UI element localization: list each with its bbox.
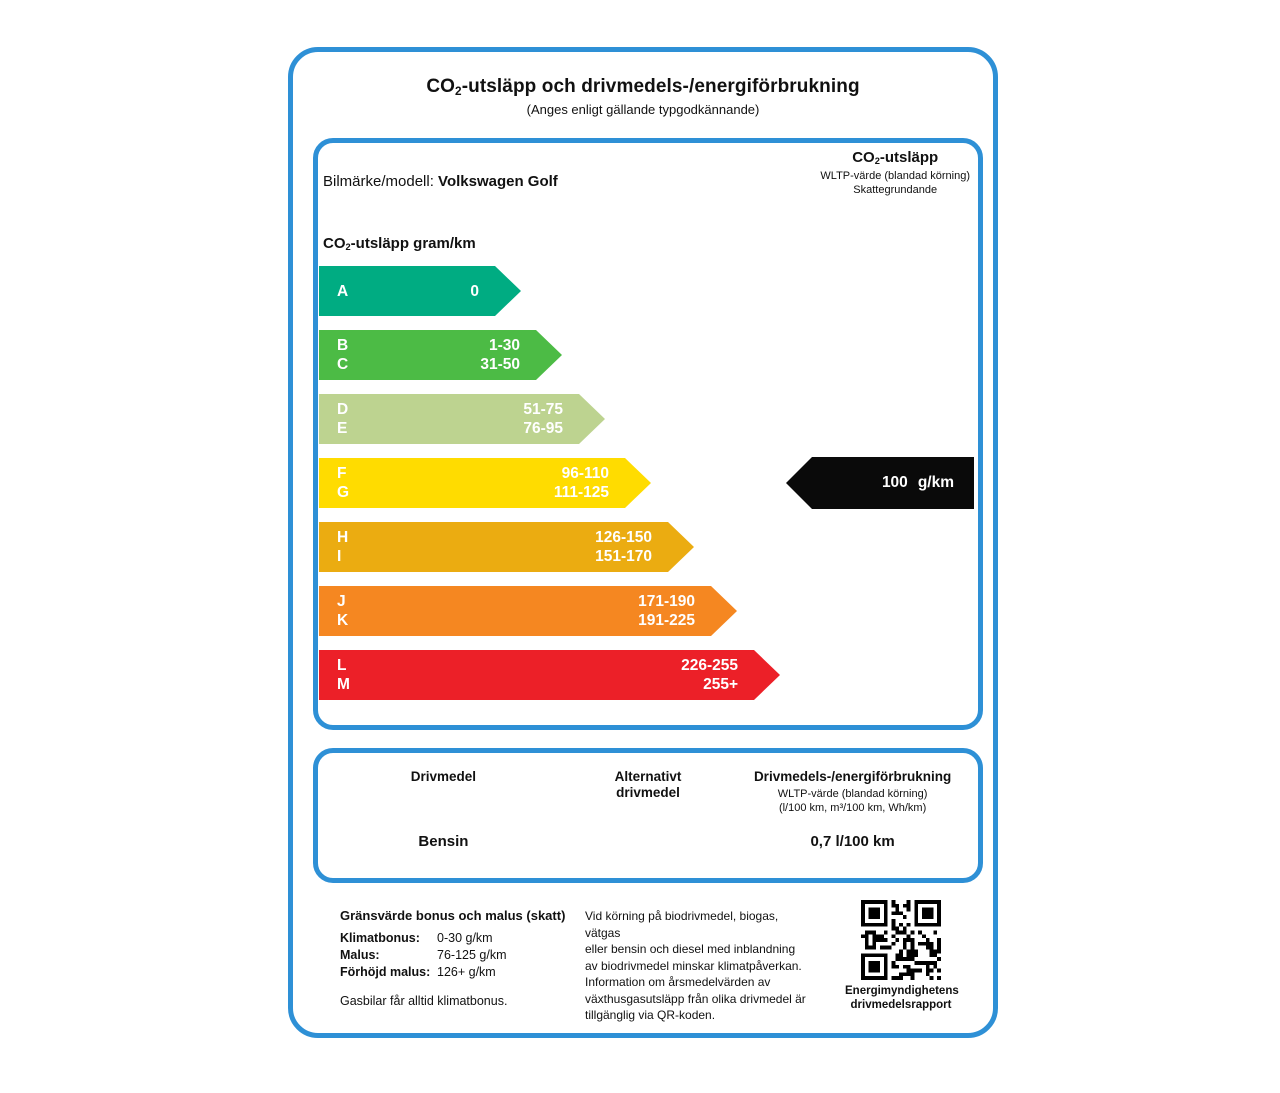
page-subtitle: (Anges enligt gällande typgodkännande) bbox=[526, 102, 760, 117]
co2-subtext: WLTP-värde (blandad körning) Skattegrunda… bbox=[820, 170, 970, 196]
consumption-column-subtext: WLTP-värde (blandad körning) (l/100 km, m… bbox=[777, 788, 928, 814]
class-ranges: 96-110 111-125 bbox=[553, 465, 609, 501]
scale-arrow-jk: J K 171-190 191-225 bbox=[319, 586, 737, 636]
qr-block: Energimyndighetens drivmedelsrapport bbox=[845, 900, 959, 1012]
brand-model-line: Bilmärke/modell: Volkswagen Golf bbox=[323, 173, 558, 190]
biofuel-info-text: Vid körning på biodrivmedel, biogas, vät… bbox=[585, 909, 806, 1022]
class-letters: A bbox=[337, 282, 349, 300]
bonus-row-label: Förhöjd malus: bbox=[340, 965, 431, 979]
scale-title: CO2-utsläpp gram/km bbox=[323, 235, 476, 253]
fuel-column-value: Bensin bbox=[418, 833, 469, 850]
bonus-malus-title: Gränsvärde bonus och malus (skatt) bbox=[340, 908, 566, 923]
consumption-column-header: Drivmedels-/energiförbrukning bbox=[753, 769, 952, 784]
scale-arrow-hi: H I 126-150 151-170 bbox=[319, 522, 694, 572]
class-ranges: 0 bbox=[470, 282, 479, 300]
bonus-row-label: Malus: bbox=[340, 948, 380, 962]
bonus-row-value: 0-30 g/km bbox=[437, 931, 493, 945]
class-ranges: 126-150 151-170 bbox=[595, 529, 652, 565]
label-card: CO2-utsläpp och drivmedels-/energiförbru… bbox=[288, 47, 998, 1038]
qr-caption: Energimyndighetens drivmedelsrapport bbox=[845, 985, 959, 1011]
consumption-column-value: 0,7 l/100 km bbox=[810, 833, 895, 850]
fuel-consumption-panel: Drivmedel Bensin Alternativt drivmedel D… bbox=[313, 748, 983, 883]
alt-fuel-column-header: Alternativt drivmedel bbox=[614, 769, 682, 800]
co2-value: 100 bbox=[881, 474, 908, 491]
consumption-column: Drivmedels-/energiförbrukning WLTP-värde… bbox=[727, 753, 978, 878]
gas-note: Gasbilar får alltid klimatbonus. bbox=[340, 994, 508, 1008]
co2-value-arrow: 100 g/km bbox=[786, 457, 974, 509]
bonus-row-value: 126+ g/km bbox=[437, 965, 496, 979]
co2-unit: g/km bbox=[917, 474, 954, 491]
scale-arrow-bc: B C 1-30 31-50 bbox=[319, 330, 562, 380]
bonus-row-forhojd-malus: Förhöjd malus: 126+ g/km bbox=[340, 964, 590, 981]
qr-code-icon bbox=[845, 900, 957, 980]
alt-fuel-column: Alternativt drivmedel bbox=[569, 753, 727, 878]
bonus-row-label: Klimatbonus: bbox=[340, 931, 420, 945]
scale-arrow-de: D E 51-75 76-95 bbox=[319, 394, 605, 444]
bonus-row-malus: Malus: 76-125 g/km bbox=[340, 947, 590, 964]
brand-model-value: Volkswagen Golf bbox=[438, 173, 558, 190]
co2-scale-panel: CO2-utsläpp WLTP-värde (blandad körning)… bbox=[313, 138, 983, 730]
class-ranges: 171-190 191-225 bbox=[638, 593, 695, 629]
bonus-malus-block: Gränsvärde bonus och malus (skatt) Klima… bbox=[340, 908, 590, 1008]
class-ranges: 51-75 76-95 bbox=[523, 401, 563, 437]
scale-arrow-lm: L M 226-255 255+ bbox=[319, 650, 780, 700]
fuel-column: Drivmedel Bensin bbox=[318, 753, 569, 878]
fuel-column-header: Drivmedel bbox=[410, 769, 477, 784]
page-title: CO2-utsläpp och drivmedels-/energiförbru… bbox=[426, 76, 860, 98]
class-ranges: 1-30 31-50 bbox=[480, 337, 520, 373]
scale-rows: A 0 B C 1-30 31-50 D E 51-75 76-95 F G 96-110 111-125… bbox=[319, 266, 780, 714]
co2-header-block: CO2-utsläpp WLTP-värde (blandad körning)… bbox=[820, 149, 970, 197]
brand-model-label: Bilmärke/modell: bbox=[323, 173, 434, 190]
co2-heading: CO2-utsläpp bbox=[852, 149, 939, 167]
class-ranges: 226-255 255+ bbox=[681, 657, 738, 693]
bonus-row-klimatbonus: Klimatbonus: 0-30 g/km bbox=[340, 930, 590, 947]
bonus-row-value: 76-125 g/km bbox=[437, 948, 507, 962]
scale-arrow-fg: F G 96-110 111-125 bbox=[319, 458, 651, 508]
